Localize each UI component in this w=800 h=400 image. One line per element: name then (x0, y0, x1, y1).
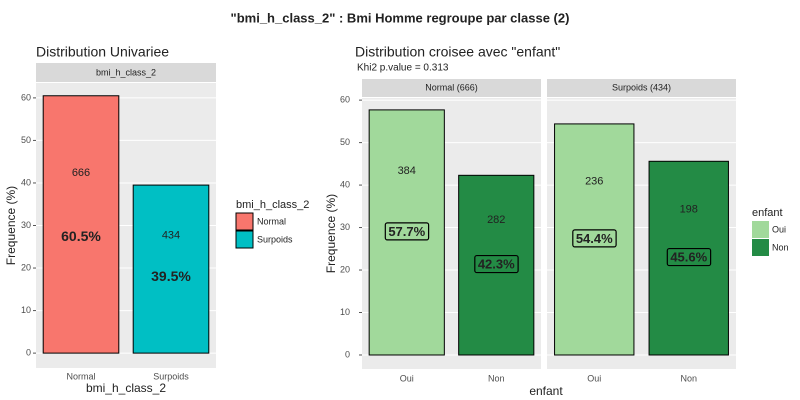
bar (42, 95, 120, 354)
count-label: 282 (487, 214, 505, 226)
legend-key (752, 221, 769, 238)
legend-title: enfant (752, 207, 783, 219)
strip-label: Normal (666) (425, 82, 478, 92)
legend-key (235, 230, 254, 249)
count-label: 198 (680, 204, 698, 216)
chart-subtitle: Khi2 p.value = 0.313 (357, 63, 449, 74)
value-label: 45.6% (670, 250, 707, 265)
y-tick-label: 10 (340, 307, 350, 317)
x-axis-label: enfant (529, 384, 563, 398)
bar (554, 123, 635, 356)
strip-label: bmi_h_class_2 (96, 67, 156, 77)
y-tick-label: 60 (21, 92, 31, 102)
label-box (666, 247, 712, 267)
chart-title: Distribution croisee avec "enfant" (355, 44, 560, 60)
value-label: 57.7% (388, 224, 425, 239)
legend-label: Non (772, 242, 789, 252)
legend-title: bmi_h_class_2 (236, 199, 309, 211)
legend-key (752, 239, 769, 256)
x-tick-label: Normal (66, 371, 95, 381)
label-box (474, 254, 519, 274)
strip (36, 63, 216, 82)
y-tick-label: 10 (21, 305, 31, 315)
y-tick-label: 20 (340, 264, 350, 274)
y-tick-label: 50 (340, 137, 350, 147)
y-tick-label: 40 (21, 177, 31, 187)
value-label: 54.4% (576, 231, 613, 246)
count-label: 434 (162, 229, 180, 241)
count-label: 236 (585, 176, 603, 188)
bar (132, 184, 210, 354)
label-box (572, 229, 617, 248)
bar (458, 174, 535, 356)
x-axis-label: bmi_h_class_2 (86, 381, 166, 395)
y-tick-label: 0 (26, 347, 31, 357)
bar (648, 160, 729, 356)
y-axis-label: Frequence (%) (324, 194, 338, 273)
y-tick-label: 50 (21, 135, 31, 145)
legend-key (235, 212, 254, 231)
legend-label: Normal (257, 216, 286, 226)
y-tick-label: 20 (21, 262, 31, 272)
legend-label: Oui (772, 224, 786, 234)
y-tick-label: 30 (21, 220, 31, 230)
count-label: 666 (72, 167, 90, 179)
y-tick-label: 40 (340, 179, 350, 189)
x-tick-label: Surpoids (153, 371, 189, 381)
label-box (384, 222, 430, 241)
value-label: 60.5% (61, 228, 101, 244)
chart-title: Distribution Univariee (36, 44, 169, 60)
y-tick-label: 0 (345, 349, 350, 359)
x-tick-label: Non (488, 373, 505, 383)
count-label: 384 (398, 165, 416, 177)
x-tick-label: Oui (400, 373, 414, 383)
y-tick-label: 30 (340, 222, 350, 232)
bar (368, 109, 445, 356)
x-tick-label: Oui (587, 373, 601, 383)
strip (547, 79, 736, 97)
value-label: 42.3% (478, 257, 515, 272)
legend-label: Surpoids (257, 234, 293, 244)
page-title: "bmi_h_class_2" : Bmi Homme regroupe par… (231, 10, 570, 25)
strip (362, 79, 541, 97)
y-tick-label: 60 (340, 94, 350, 104)
y-axis-label: Frequence (%) (4, 186, 18, 265)
strip-label: Surpoids (434) (612, 82, 671, 92)
value-label: 39.5% (151, 268, 191, 284)
x-tick-label: Non (680, 373, 697, 383)
